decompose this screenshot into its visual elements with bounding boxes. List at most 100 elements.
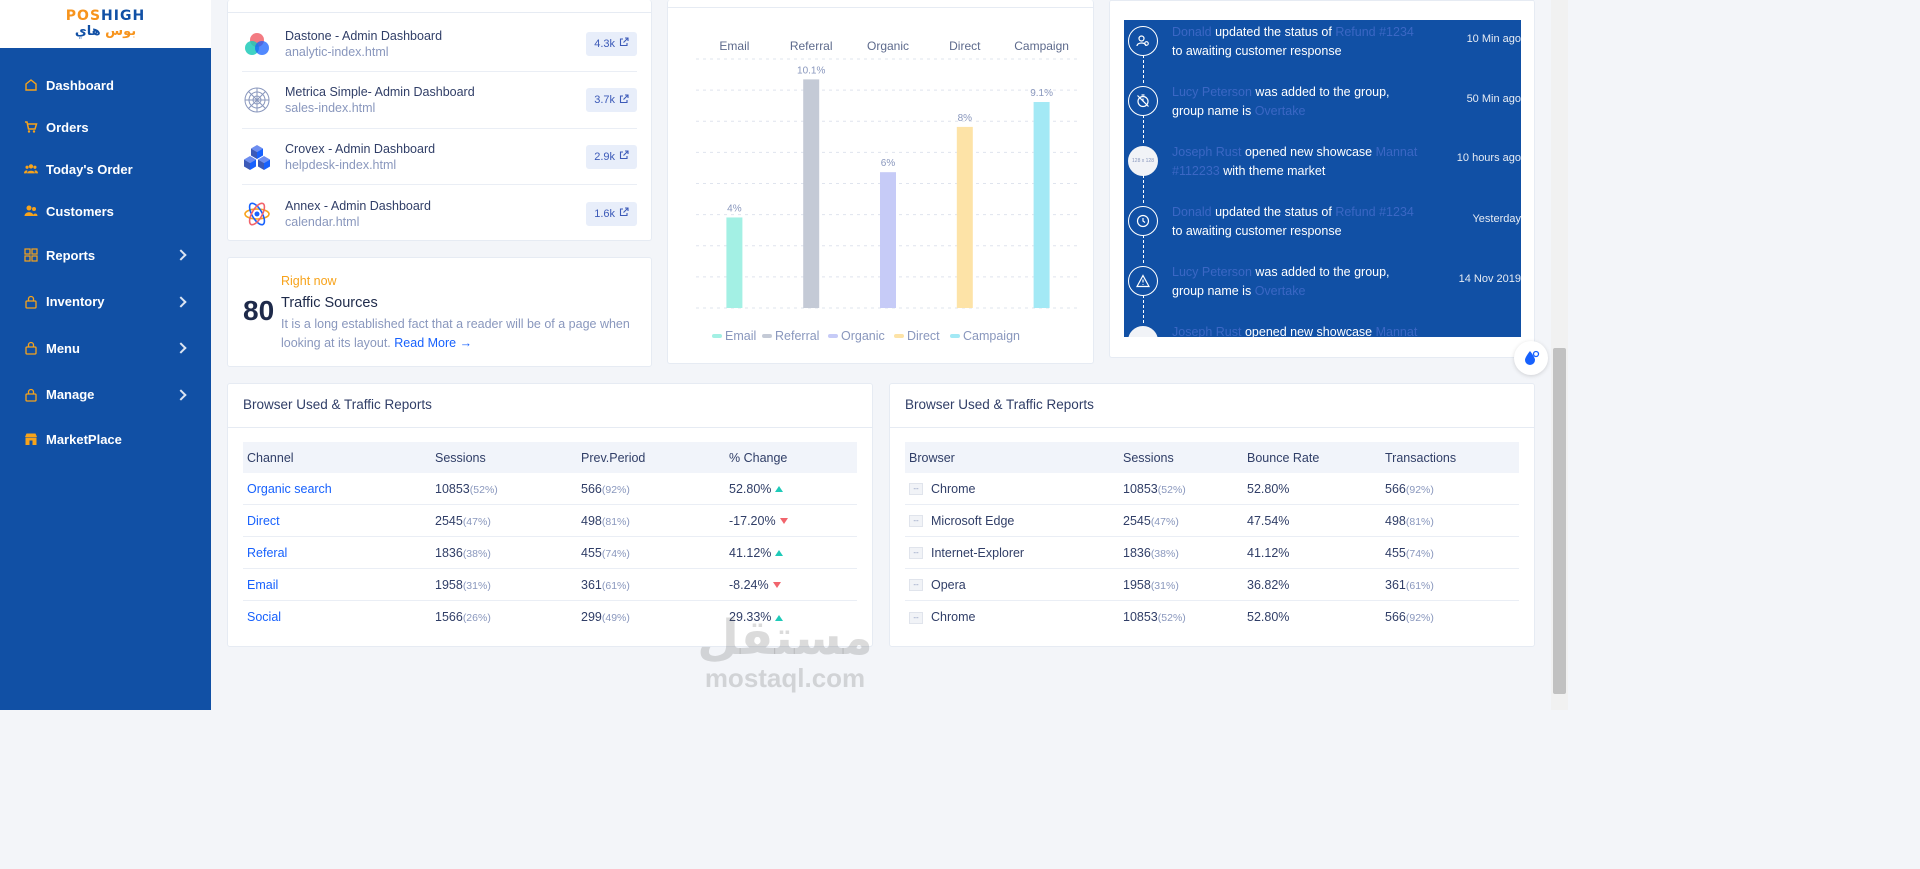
sidebar-item-reports[interactable]: Reports <box>0 232 211 279</box>
project-count-badge[interactable]: 1.6k <box>586 201 637 226</box>
table-row: Organic search 10853(52%) 566(92%) 52.80% <box>243 473 857 505</box>
project-count-badge[interactable]: 3.7k <box>586 88 637 112</box>
caret-down-icon <box>779 518 788 525</box>
project-row[interactable]: Crovex - Admin Dashboard helpdesk-index.h… <box>242 129 637 185</box>
activity-target[interactable]: Overtake <box>1254 104 1306 118</box>
scrollbar-thumb[interactable] <box>1553 348 1566 694</box>
activity-user[interactable]: Lucy Peterson <box>1172 265 1252 279</box>
user-group-icon <box>24 204 38 218</box>
activity-target[interactable]: Overtake <box>1254 284 1306 298</box>
activity-item[interactable]: Lucy Peterson was added to the group, gr… <box>1124 263 1521 323</box>
activity-item[interactable]: Donald updated the status of Refund #123… <box>1124 23 1521 83</box>
activity-item[interactable]: Donald updated the status of Refund #123… <box>1124 203 1521 263</box>
activity-target[interactable]: Mannat #112233 <box>1172 145 1418 178</box>
sidebar-item-inventory[interactable]: Inventory <box>0 279 211 326</box>
activity-user[interactable]: Lucy Peterson <box>1172 85 1252 99</box>
project-row[interactable]: Dastone - Admin Dashboard analytic-index.… <box>242 16 637 72</box>
bar-campaign[interactable] <box>1033 102 1050 308</box>
project-row[interactable]: Metrica Simple- Admin Dashboard sales-ind… <box>242 73 637 129</box>
activity-item[interactable]: Joseph Rust opened new showcase Mannat <box>1124 323 1521 337</box>
activity-target[interactable]: Refund #1234 <box>1335 25 1414 39</box>
project-row[interactable]: Annex - Admin Dashboard calendar.html 1.6k <box>242 186 637 242</box>
legend-item-campaign[interactable]: Campaign <box>950 329 1020 343</box>
channel-link[interactable]: Referal <box>247 545 288 560</box>
column-header[interactable]: Bounce Rate <box>1247 450 1320 465</box>
sidebar-item-dashboard[interactable]: Dashboard <box>0 64 211 106</box>
sidebar-item-label: Inventory <box>46 294 105 310</box>
channel-table: Channel Sessions Prev.Period % Change Organ… <box>243 442 857 633</box>
droplet-gear-icon <box>1525 350 1540 365</box>
legend-swatch <box>828 334 838 338</box>
prev-value: 299 <box>581 610 602 624</box>
settings-fab[interactable] <box>1514 341 1548 375</box>
sidebar-item-menu[interactable]: Menu <box>0 325 211 372</box>
project-count-badge[interactable]: 2.9k <box>586 144 637 169</box>
browser-name: Microsoft Edge <box>931 513 1015 528</box>
browser-traffic-card: Browser Used & Traffic Reports Browser Se… <box>889 383 1535 647</box>
activity-user[interactable]: Donald <box>1172 25 1212 39</box>
metrica-logo-icon <box>242 85 272 115</box>
column-header[interactable]: Sessions <box>435 450 486 465</box>
transactions-value: 566 <box>1385 481 1406 496</box>
sidebar-item-manage[interactable]: Manage <box>0 372 211 419</box>
sessions-value: 1958 <box>435 577 463 592</box>
activity-target[interactable]: Refund #1234 <box>1335 205 1414 219</box>
legend-item-email[interactable]: Email <box>712 329 756 343</box>
prev-period-cell: 498(81%) <box>577 514 725 528</box>
activity-item[interactable]: 128 x 128 Joseph Rust opened new showcase… <box>1124 143 1521 203</box>
timeline-connector <box>1143 55 1144 83</box>
bar-organic[interactable] <box>880 172 896 308</box>
header-button-stub[interactable] <box>1480 0 1520 1</box>
activity-text: Joseph Rust opened new showcase Mannat <box>1172 323 1420 337</box>
card-divider <box>228 427 872 428</box>
column-header[interactable]: Transactions <box>1385 450 1457 465</box>
read-more-link[interactable]: Read More → <box>394 336 473 350</box>
bar-direct[interactable] <box>956 126 973 308</box>
activity-action: opened new showcase <box>1241 325 1376 337</box>
page-scrollbar[interactable] <box>1551 0 1568 710</box>
sessions-value: 10853 <box>1123 610 1158 624</box>
browser-cell: -- Microsoft Edge <box>905 514 1119 528</box>
sidebar-item-orders[interactable]: Orders <box>0 106 211 148</box>
projects-card: Dastone - Admin Dashboard analytic-index.… <box>227 0 652 241</box>
sessions-cell: 1566(26%) <box>431 610 577 624</box>
activity-user[interactable]: Joseph Rust <box>1172 325 1242 337</box>
column-header[interactable]: Prev.Period <box>581 450 646 465</box>
column-header[interactable]: Browser <box>909 450 955 465</box>
data-label: 9.1% <box>1030 88 1053 99</box>
channel-link[interactable]: Social <box>247 610 282 624</box>
legend-item-direct[interactable]: Direct <box>894 329 940 343</box>
legend-label: Email <box>725 329 756 343</box>
bar-referral[interactable] <box>803 79 820 308</box>
legend-swatch <box>950 334 960 338</box>
project-count: 1.6k <box>594 207 615 220</box>
sidebar-item-today-s-order[interactable]: Today's Order <box>0 148 211 190</box>
legend-item-organic[interactable]: Organic <box>828 329 885 343</box>
project-count-badge[interactable]: 4.3k <box>586 31 637 56</box>
legend-item-referral[interactable]: Referral <box>762 329 819 343</box>
bar-chart: Email 4% Referral 10.1% Organic 6% Direct 8% Cam… <box>696 39 1080 343</box>
sessions-value: 1958 <box>1123 577 1151 592</box>
table-row: -- Opera 1958(31%) 36.82% 361(61%) <box>905 569 1519 601</box>
activity-user[interactable]: Joseph Rust <box>1172 145 1242 159</box>
column-header[interactable]: Channel <box>247 450 294 465</box>
channel-link[interactable]: Email <box>247 577 279 592</box>
project-name: Dastone - Admin Dashboard <box>285 28 443 43</box>
prev-percent: (92%) <box>601 483 630 496</box>
traffic-sources-card: 80 Right now Traffic Sources It is a lon… <box>227 257 652 367</box>
activity-item[interactable]: Lucy Peterson was added to the group, gr… <box>1124 83 1521 143</box>
channel-link[interactable]: Direct <box>247 513 280 528</box>
sidebar-item-customers[interactable]: Customers <box>0 190 211 232</box>
sidebar-item-marketplace[interactable]: MarketPlace <box>0 418 211 460</box>
channel-link[interactable]: Organic search <box>247 481 332 496</box>
external-link-icon <box>619 207 629 220</box>
activity-user[interactable]: Donald <box>1172 205 1212 219</box>
sessions-cell: 2545(47%) <box>431 514 577 528</box>
brand-logo[interactable]: POSHIGH بوس هاي <box>0 0 211 48</box>
column-header[interactable]: % Change <box>729 450 788 465</box>
clock-icon <box>1128 206 1158 236</box>
column-header[interactable]: Sessions <box>1123 450 1174 465</box>
bar-email[interactable] <box>726 217 743 308</box>
project-text: Crovex - Admin Dashboard helpdesk-index.h… <box>285 141 586 173</box>
activity-target[interactable]: Mannat <box>1375 325 1418 337</box>
